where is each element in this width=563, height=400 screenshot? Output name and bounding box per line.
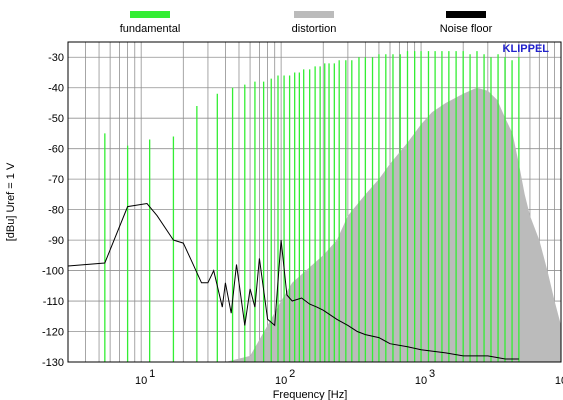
x-tick-labels: 101102103104 (135, 368, 563, 387)
legend: fundamental distortion Noise floor (120, 11, 493, 35)
y-tick-label: -130 (42, 357, 64, 369)
series-layer (67, 51, 561, 362)
y-tick-label: -110 (43, 296, 64, 308)
y-tick-label: -60 (48, 144, 64, 156)
x-tick-label: 10 (555, 375, 563, 387)
distortion-area (68, 87, 561, 362)
x-axis-label: Frequency [Hz] (273, 389, 348, 400)
y-tick-labels: -30 -40 -50 -60 -70 -80 -90 -100 -110 -120 -130 (42, 52, 64, 369)
y-tick-label: -50 (48, 113, 64, 125)
noise-floor-line (67, 202, 519, 360)
x-tick-label: 10 (275, 375, 287, 387)
legend-label: Noise floor (440, 23, 493, 35)
x-tick-label: 10 (135, 375, 147, 387)
y-tick-label: -80 (48, 205, 64, 217)
legend-swatch (446, 11, 486, 18)
y-tick-label: -90 (48, 235, 64, 247)
x-tick-exponent: 3 (429, 368, 435, 380)
y-tick-label: -40 (48, 83, 64, 95)
y-axis-label: [dBu] Uref = 1 V (5, 162, 17, 241)
y-tick-label: -70 (48, 174, 64, 186)
klippel-watermark: KLIPPEL (503, 43, 550, 55)
y-tick-label: -120 (42, 327, 64, 339)
x-tick-label: 10 (415, 375, 427, 387)
y-tick-label: -100 (42, 266, 64, 278)
y-tick-label: -30 (48, 52, 64, 64)
legend-label: distortion (292, 23, 337, 35)
x-tick-exponent: 1 (149, 368, 155, 380)
x-tick-exponent: 2 (289, 368, 295, 380)
plot-frame (67, 41, 562, 363)
legend-swatch (294, 11, 334, 18)
legend-swatch (130, 11, 170, 18)
legend-label: fundamental (120, 23, 181, 35)
